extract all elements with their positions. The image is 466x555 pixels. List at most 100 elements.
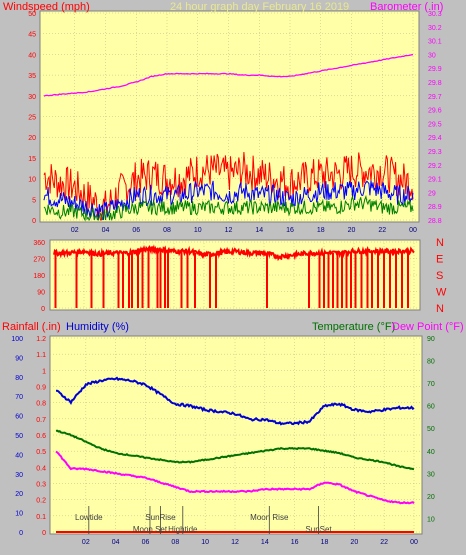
windspeed-axis-title: Windspeed (mph) xyxy=(3,1,90,13)
barometer-tick-label: 29.1 xyxy=(428,177,442,184)
barometer-tick-label: 28.8 xyxy=(428,218,442,225)
barometer-axis: 28.8 28.9 29 29.1 29.2 29.3 29.4 29.5 29.6 29.7 29… xyxy=(428,11,442,225)
humidity-tick-label: 90 xyxy=(15,355,23,362)
hour-tick-label: 18 xyxy=(317,227,325,234)
humidity-tick-label: 10 xyxy=(15,511,23,518)
hour-tick-label: 04 xyxy=(112,539,120,546)
rainfall-tick-label: 0.5 xyxy=(36,449,46,456)
hour-tick-label: 08 xyxy=(171,539,179,546)
humidity-temp-grid xyxy=(50,336,422,534)
hour-tick-label: 22 xyxy=(380,539,388,546)
direction-tick-label: 270 xyxy=(33,257,45,264)
rainfall-tick-label: 0.4 xyxy=(36,465,46,472)
humidity-tick-label: 60 xyxy=(15,414,23,421)
barometer-tick-label: 29.8 xyxy=(428,80,442,87)
hour-tick-label: 12 xyxy=(225,227,233,234)
windspeed-axis: 0 5 10 15 20 25 30 35 40 45 50 xyxy=(28,11,36,225)
rainfall-axis: 0 0.1 0.2 0.3 0.4 0.5 0.6 0.7 0.8 0.9 1 1.1 1.2 xyxy=(36,336,46,537)
rainfall-tick-label: 0 xyxy=(42,530,46,537)
barometer-tick-label: 29 xyxy=(428,190,436,197)
barometer-tick-label: 30.1 xyxy=(428,39,442,46)
rainfall-tick-label: 0.2 xyxy=(36,498,46,505)
humidity-tick-label: 0 xyxy=(19,530,23,537)
barometer-line xyxy=(43,53,414,97)
windspeed-tick-label: 40 xyxy=(28,52,36,59)
compass-label: E xyxy=(436,254,443,266)
temperature-tick-label: 70 xyxy=(427,381,435,388)
hour-tick-label: 06 xyxy=(142,539,150,546)
temperature-axis: 10 20 30 40 50 60 70 80 90 xyxy=(427,336,435,523)
barometer-tick-label: 30 xyxy=(428,52,436,59)
wind-series-line xyxy=(43,151,414,221)
direction-tick-label: 180 xyxy=(33,273,45,280)
barometer-tick-label: 29.9 xyxy=(428,66,442,73)
rainfall-tick-label: 0.9 xyxy=(36,385,46,392)
barometer-tick-label: 30.2 xyxy=(428,25,442,32)
astro-events: Lowtide Moon Set SunRise Hightide Moon Rise S… xyxy=(75,506,332,534)
humidity-temp-series xyxy=(55,376,415,533)
astro-event-label: Moon Rise xyxy=(250,513,289,522)
barometer-tick-label: 29.4 xyxy=(428,135,442,142)
temperature-tick-label: 80 xyxy=(427,359,435,366)
astro-event-label: Hightide xyxy=(168,525,198,534)
hour-tick-label: 14 xyxy=(261,539,269,546)
x-axis-hours-3: 02 04 06 08 10 12 14 16 18 20 22 00 xyxy=(82,539,418,546)
rainfall-tick-label: 1.1 xyxy=(36,352,46,359)
humidity-tick-label: 80 xyxy=(15,375,23,382)
hour-tick-label: 02 xyxy=(71,227,79,234)
rainfall-tick-label: 0.8 xyxy=(36,401,46,408)
wind-baro-series xyxy=(43,53,414,222)
direction-series xyxy=(53,244,415,308)
direction-tick-label: 360 xyxy=(33,240,45,247)
hour-tick-label: 06 xyxy=(132,227,140,234)
rainfall-axis-title: Rainfall (.in) xyxy=(2,321,61,333)
compass-label: W xyxy=(436,287,447,299)
barometer-tick-label: 29.2 xyxy=(428,163,442,170)
windspeed-tick-label: 10 xyxy=(28,177,36,184)
wind-series-line xyxy=(43,194,414,222)
hour-tick-label: 00 xyxy=(410,539,418,546)
compass-label: N xyxy=(436,237,444,249)
windspeed-tick-label: 20 xyxy=(28,135,36,142)
x-axis-hours-1: 02 04 06 08 10 12 14 16 18 20 22 00 xyxy=(71,227,417,234)
humidity-tick-label: 20 xyxy=(15,491,23,498)
rainfall-tick-label: 1 xyxy=(42,368,46,375)
barometer-tick-label: 29.3 xyxy=(428,149,442,156)
hour-tick-label: 14 xyxy=(255,227,263,234)
hour-tick-label: 00 xyxy=(409,227,417,234)
hour-tick-label: 18 xyxy=(321,539,329,546)
astro-event-label: SunSet xyxy=(305,525,332,534)
temperature-axis-title: Temperature (°F) xyxy=(312,321,395,333)
windspeed-tick-label: 50 xyxy=(28,11,36,18)
windspeed-tick-label: 25 xyxy=(28,115,36,122)
hour-tick-label: 02 xyxy=(82,539,90,546)
direction-axis: 0 90 180 270 360 xyxy=(33,240,45,313)
barometer-tick-label: 30.3 xyxy=(428,11,442,18)
hour-tick-label: 10 xyxy=(201,539,209,546)
windspeed-tick-label: 5 xyxy=(32,197,36,204)
astro-event-label: Moon Set xyxy=(133,525,168,534)
temperature-tick-label: 10 xyxy=(427,516,435,523)
weather-series-line xyxy=(55,450,415,505)
barometer-tick-label: 28.9 xyxy=(428,204,442,211)
humidity-tick-label: 100 xyxy=(11,336,23,343)
rainfall-tick-label: 1.2 xyxy=(36,336,46,343)
hour-tick-label: 08 xyxy=(163,227,171,234)
hour-tick-label: 10 xyxy=(194,227,202,234)
dewpoint-axis-title: Dew Point (°F) xyxy=(392,321,464,333)
astro-event-label: SunRise xyxy=(145,513,176,522)
hour-tick-label: 20 xyxy=(348,227,356,234)
direction-tick-label: 0 xyxy=(41,306,45,313)
rainfall-tick-label: 0.6 xyxy=(36,433,46,440)
temperature-tick-label: 60 xyxy=(427,404,435,411)
direction-tick-label: 90 xyxy=(37,290,45,297)
hour-tick-label: 16 xyxy=(291,539,299,546)
windspeed-tick-label: 45 xyxy=(28,32,36,39)
windspeed-tick-label: 15 xyxy=(28,156,36,163)
windspeed-tick-label: 0 xyxy=(32,218,36,225)
direction-line xyxy=(53,244,415,262)
barometer-axis-title: Barometer (.in) xyxy=(370,1,443,13)
wind-series-line xyxy=(43,180,414,220)
